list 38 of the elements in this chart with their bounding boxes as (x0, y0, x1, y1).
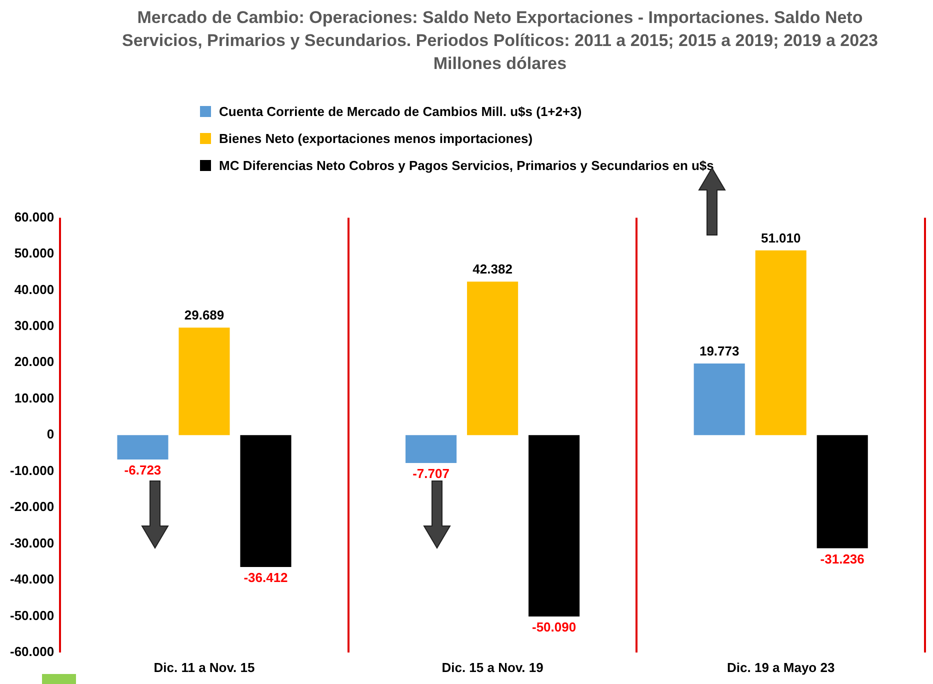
y-tick-label: -10.000 (10, 462, 54, 478)
data-label: 51.010 (760, 230, 801, 246)
y-tick-label: 40.000 (14, 282, 54, 297)
chart-title: Mercado de Cambio: Operaciones: Saldo Neto Exportaciones - Importaciones. Saldo Neto Servicios, Primarios y Secundarios. Periodos Políticos: 2011 a 2015; 2015 a 2019; 2019 a 2023 Millones dólares (121, 7, 879, 75)
data-label: 42.382 (472, 262, 512, 277)
legend-label: Bienes Neto (exportaciones menos importaciones) (219, 131, 533, 146)
x-tick-label: Dic. 15 a Nov. 19 (442, 660, 544, 675)
y-tick-label: 60.000 (14, 209, 54, 224)
y-tick-label: -40.000 (10, 572, 54, 587)
y-tick-label: -50.000 (10, 608, 54, 623)
y-tick-label: -60.000 (10, 644, 54, 659)
y-tick-label: 30.000 (14, 318, 54, 334)
y-tick-label: 50.000 (14, 246, 54, 261)
data-label: 29.689 (184, 308, 224, 323)
data-label: -50.090 (532, 620, 576, 635)
data-label: -7.707 (412, 466, 450, 482)
bar (117, 435, 168, 460)
bar (528, 435, 580, 617)
bar (406, 435, 457, 464)
y-tick-label: 20.000 (14, 354, 54, 370)
legend-label: MC Diferencias Neto Cobros y Pagos Servicios, Primarios y Secundarios en u$s (219, 158, 714, 173)
data-label: 19.773 (699, 344, 740, 359)
bar (467, 282, 518, 436)
y-tick-label: 0 (46, 426, 54, 442)
y-tick-label: -30.000 (10, 535, 54, 550)
x-tick-label: Dic. 19 a Mayo 23 (727, 660, 835, 675)
legend-label: Cuenta Corriente de Mercado de Cambios Mill. u$s (1+2+3) (219, 104, 582, 119)
data-label: -36.412 (244, 570, 288, 586)
bar (178, 328, 230, 436)
bar (816, 435, 868, 548)
y-tick-label: -20.000 (10, 499, 54, 514)
bar (694, 363, 745, 436)
data-label: -31.236 (820, 551, 864, 566)
bar (240, 435, 292, 567)
y-tick-label: 10.000 (14, 390, 54, 406)
data-label: -6.723 (124, 462, 162, 478)
bar (755, 250, 806, 436)
x-tick-label: Dic. 11 a Nov. 15 (154, 660, 255, 675)
